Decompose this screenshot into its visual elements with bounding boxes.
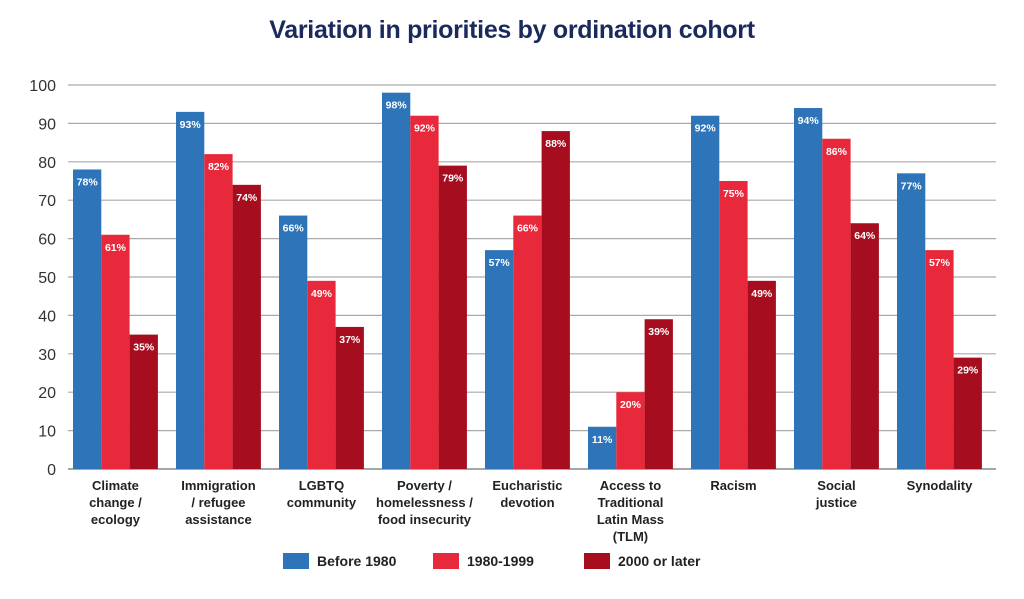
- x-tick-label: food insecurity: [378, 512, 472, 527]
- data-label: 82%: [208, 161, 230, 173]
- legend-label: 2000 or later: [618, 553, 701, 569]
- x-tick-label: (TLM): [613, 529, 648, 544]
- x-tick-label: ecology: [91, 512, 141, 527]
- data-label: 64%: [854, 230, 876, 242]
- bar: [101, 234, 130, 469]
- y-tick-label: 30: [38, 347, 56, 364]
- data-label: 11%: [592, 434, 613, 446]
- data-label: 57%: [489, 257, 511, 269]
- legend-label: Before 1980: [317, 553, 397, 569]
- bar: [541, 131, 570, 469]
- data-label: 66%: [517, 223, 539, 235]
- bar: [644, 319, 673, 469]
- bar: [850, 223, 879, 469]
- data-label: 57%: [929, 257, 951, 269]
- x-tick-label: change /: [89, 495, 142, 510]
- bar: [794, 108, 823, 469]
- bar: [897, 173, 926, 469]
- data-label: 61%: [105, 242, 127, 254]
- data-label: 49%: [751, 288, 773, 300]
- y-tick-label: 40: [38, 308, 56, 325]
- data-label: 77%: [901, 180, 923, 192]
- y-tick-label: 60: [38, 232, 56, 249]
- bar: [485, 250, 514, 469]
- bar: [616, 392, 645, 469]
- x-tick-label: Social: [817, 478, 855, 493]
- bar: [335, 326, 364, 469]
- x-tick-label: homelessness /: [376, 495, 473, 510]
- bar: [747, 280, 776, 469]
- x-tick-label: community: [287, 495, 357, 510]
- chart-title: Variation in priorities by ordination co…: [269, 16, 755, 44]
- bar: [204, 154, 233, 469]
- bar: [822, 138, 851, 469]
- y-tick-label: 10: [38, 424, 56, 441]
- data-label: 74%: [236, 192, 258, 204]
- x-tick-label: devotion: [500, 495, 554, 510]
- x-tick-label: Eucharistic: [492, 478, 562, 493]
- bar: [588, 426, 617, 469]
- data-label: 88%: [545, 138, 567, 150]
- data-label: 75%: [723, 188, 745, 200]
- y-tick-label: 20: [38, 385, 56, 402]
- data-label: 66%: [283, 223, 305, 235]
- x-tick-label: Access to: [600, 478, 661, 493]
- x-tick-label: justice: [815, 495, 857, 510]
- x-tick-label: / refugee: [191, 495, 245, 510]
- y-tick-label: 100: [29, 78, 56, 95]
- bar: [691, 115, 720, 469]
- legend-label: 1980-1999: [467, 553, 534, 569]
- x-tick-label: Immigration: [181, 478, 255, 493]
- bar: [925, 250, 954, 469]
- legend-swatch: [584, 553, 610, 569]
- data-label: 35%: [133, 342, 155, 354]
- data-label: 78%: [77, 176, 99, 188]
- x-tick-label: LGBTQ: [299, 478, 345, 493]
- bar: [719, 181, 748, 469]
- data-label: 94%: [798, 115, 820, 127]
- data-label: 49%: [311, 288, 333, 300]
- data-label: 93%: [180, 119, 202, 131]
- x-tick-label: Traditional: [598, 495, 664, 510]
- x-tick-label: Synodality: [907, 478, 974, 493]
- bar: [382, 92, 411, 470]
- y-tick-label: 80: [38, 155, 56, 172]
- legend-swatch: [283, 553, 309, 569]
- x-tick-label: Latin Mass: [597, 512, 664, 527]
- bar: [410, 115, 439, 469]
- bar: [307, 280, 336, 469]
- y-tick-label: 50: [38, 270, 56, 287]
- data-label: 92%: [414, 123, 436, 135]
- bar: [129, 334, 158, 469]
- x-tick-label: Climate: [92, 478, 139, 493]
- bar: [513, 215, 542, 469]
- x-tick-label: assistance: [185, 512, 252, 527]
- legend-swatch: [433, 553, 459, 569]
- bar: [176, 111, 205, 469]
- bar: [73, 169, 102, 470]
- y-tick-label: 90: [38, 116, 56, 133]
- data-label: 86%: [826, 146, 848, 158]
- data-label: 92%: [695, 123, 717, 135]
- y-tick-label: 0: [47, 462, 56, 479]
- bar: [279, 215, 308, 469]
- data-label: 37%: [339, 334, 361, 346]
- data-label: 98%: [386, 100, 408, 112]
- data-label: 79%: [442, 173, 464, 185]
- bar: [438, 165, 467, 469]
- data-label: 20%: [620, 399, 642, 411]
- data-label: 29%: [957, 365, 979, 377]
- bar: [953, 357, 982, 469]
- data-label: 39%: [648, 326, 670, 338]
- x-tick-label: Racism: [710, 478, 756, 493]
- x-tick-label: Poverty /: [397, 478, 452, 493]
- y-tick-label: 70: [38, 193, 56, 210]
- bar: [232, 184, 261, 469]
